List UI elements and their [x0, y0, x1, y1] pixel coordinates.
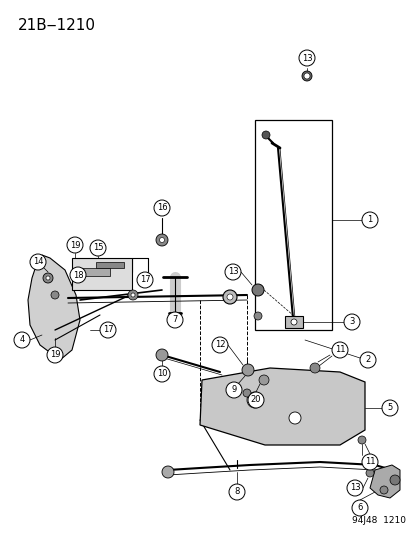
Circle shape: [137, 272, 153, 288]
Circle shape: [14, 332, 30, 348]
Circle shape: [259, 375, 268, 385]
Text: 7: 7: [172, 316, 177, 325]
Circle shape: [351, 500, 367, 516]
Circle shape: [303, 73, 309, 79]
Circle shape: [343, 314, 359, 330]
Circle shape: [224, 264, 240, 280]
Circle shape: [261, 131, 269, 139]
Bar: [72, 258, 132, 290]
Circle shape: [100, 322, 116, 338]
Circle shape: [43, 273, 53, 283]
Polygon shape: [199, 368, 364, 445]
Text: 11: 11: [364, 457, 374, 466]
Circle shape: [161, 466, 173, 478]
Circle shape: [70, 267, 86, 283]
Circle shape: [51, 291, 59, 299]
Text: 19: 19: [69, 240, 80, 249]
Circle shape: [154, 200, 170, 216]
Circle shape: [361, 454, 377, 470]
Circle shape: [365, 469, 373, 477]
Bar: [80, 268, 110, 276]
Text: 19: 19: [50, 351, 60, 359]
Text: 14: 14: [33, 257, 43, 266]
Circle shape: [309, 363, 319, 373]
Circle shape: [67, 237, 83, 253]
Circle shape: [131, 293, 135, 297]
Circle shape: [290, 319, 296, 325]
Circle shape: [226, 294, 233, 300]
Circle shape: [30, 254, 46, 270]
Text: 15: 15: [93, 244, 103, 253]
Bar: [254, 120, 331, 330]
Circle shape: [156, 349, 168, 361]
Circle shape: [211, 337, 228, 353]
Circle shape: [128, 290, 138, 300]
Text: 5: 5: [387, 403, 392, 413]
Circle shape: [228, 484, 244, 500]
Circle shape: [46, 276, 50, 280]
Text: 13: 13: [301, 53, 311, 62]
Text: 13: 13: [227, 268, 238, 277]
Circle shape: [381, 400, 397, 416]
Circle shape: [331, 342, 347, 358]
Circle shape: [346, 480, 362, 496]
Circle shape: [298, 50, 314, 66]
Text: 8: 8: [234, 488, 239, 497]
Text: 11: 11: [334, 345, 344, 354]
Text: 9: 9: [231, 385, 236, 394]
Circle shape: [225, 382, 242, 398]
Circle shape: [301, 71, 311, 81]
Circle shape: [156, 234, 168, 246]
Text: 1: 1: [366, 215, 372, 224]
Circle shape: [288, 412, 300, 424]
Circle shape: [159, 238, 164, 243]
Text: 18: 18: [73, 271, 83, 279]
Circle shape: [254, 312, 261, 320]
Text: 10: 10: [157, 369, 167, 378]
Text: 4: 4: [19, 335, 24, 344]
Circle shape: [242, 364, 254, 376]
Circle shape: [90, 240, 106, 256]
Circle shape: [154, 366, 170, 382]
Circle shape: [47, 347, 63, 363]
Text: 17: 17: [102, 326, 113, 335]
Bar: [96, 262, 124, 268]
Circle shape: [166, 312, 183, 328]
Text: 16: 16: [156, 204, 167, 213]
Circle shape: [242, 389, 250, 397]
Text: 17: 17: [139, 276, 150, 285]
Polygon shape: [28, 255, 80, 360]
Text: 2: 2: [365, 356, 370, 365]
Circle shape: [247, 392, 263, 408]
Text: 94J48  1210: 94J48 1210: [351, 516, 405, 525]
Circle shape: [357, 436, 365, 444]
Circle shape: [389, 475, 399, 485]
Text: 21B‒1210: 21B‒1210: [18, 18, 96, 33]
Polygon shape: [369, 465, 399, 498]
Circle shape: [223, 290, 236, 304]
Circle shape: [361, 212, 377, 228]
Text: 20: 20: [250, 395, 261, 405]
Bar: [284, 316, 302, 328]
Text: 12: 12: [214, 341, 225, 350]
Text: 3: 3: [349, 318, 354, 327]
Circle shape: [379, 486, 387, 494]
Text: 6: 6: [356, 504, 362, 513]
Circle shape: [247, 392, 262, 408]
Circle shape: [252, 397, 257, 403]
Circle shape: [359, 352, 375, 368]
Circle shape: [252, 284, 263, 296]
Text: 13: 13: [349, 483, 359, 492]
